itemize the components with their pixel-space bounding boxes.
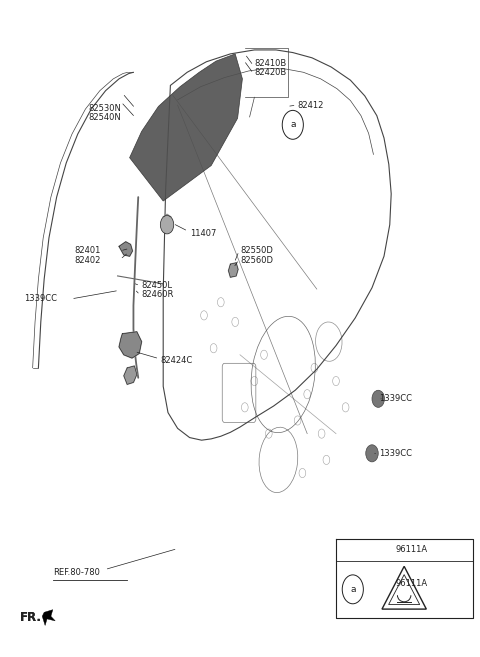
Text: FR.: FR. [20,611,42,624]
Text: 82530N: 82530N [89,104,121,113]
Circle shape [372,390,384,407]
Text: 82402: 82402 [74,256,101,265]
Text: 82410B: 82410B [254,59,287,68]
Text: 96111A: 96111A [396,545,428,555]
Text: 1339CC: 1339CC [379,449,412,458]
Text: 82560D: 82560D [240,256,273,265]
Text: 82450L: 82450L [142,281,173,290]
Text: a: a [350,585,356,594]
Text: 11407: 11407 [190,229,216,238]
Text: FR.: FR. [20,611,42,624]
Text: 82412: 82412 [298,101,324,110]
Polygon shape [130,54,242,201]
Text: 1339CC: 1339CC [24,294,57,304]
Text: a: a [290,120,296,129]
Circle shape [160,215,174,234]
Polygon shape [124,366,137,384]
Circle shape [366,445,378,462]
Text: 82424C: 82424C [161,355,193,365]
Text: 82550D: 82550D [240,246,273,256]
Polygon shape [119,242,132,256]
Text: 82460R: 82460R [142,290,174,300]
Text: 96111A: 96111A [396,579,428,588]
Polygon shape [42,610,55,625]
Polygon shape [119,332,142,358]
Text: 1339CC: 1339CC [379,394,412,403]
Text: 82401: 82401 [74,246,101,256]
Polygon shape [228,263,238,277]
Text: 82420B: 82420B [254,68,287,78]
Text: 82540N: 82540N [89,113,121,122]
Text: REF.80-780: REF.80-780 [53,568,100,578]
